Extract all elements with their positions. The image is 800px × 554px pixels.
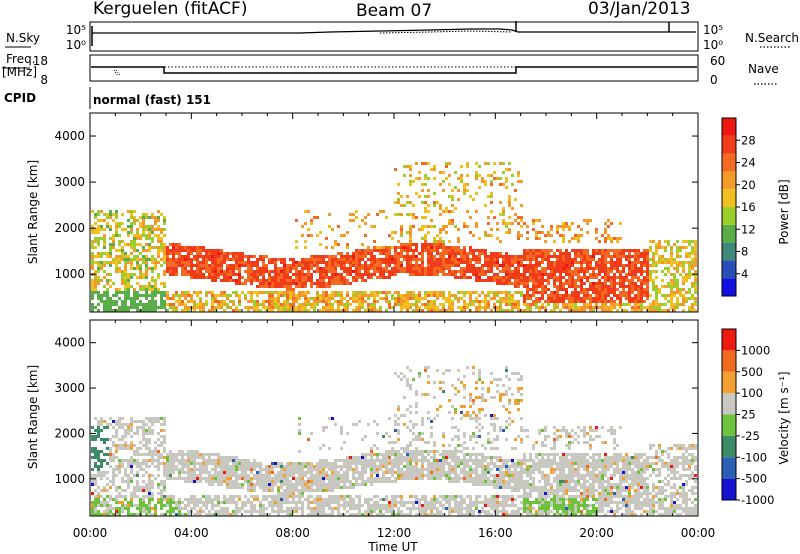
colorbar-tick-label: -100 xyxy=(741,450,767,464)
cpid-label: CPID xyxy=(4,91,36,105)
power-axes: 1000 2000 3000 4000 xyxy=(54,113,699,312)
noise-left-tick-bottom: 10⁰ xyxy=(66,38,86,52)
noise-right-label: N.Search xyxy=(745,31,799,45)
colorbar-tick-label: 100 xyxy=(741,386,763,400)
nave-label: Nave xyxy=(748,62,779,76)
power-colorbar: 4 8 12 16 20 24 28 Power [dB] xyxy=(721,117,791,297)
xtick-label: 16:00 xyxy=(478,526,513,540)
freq-label-1: Freq. xyxy=(6,52,36,66)
velocity-data xyxy=(91,366,697,516)
ytick-label: 2000 xyxy=(54,426,85,440)
ytick-label: 1000 xyxy=(54,267,85,281)
colorbar-segment xyxy=(722,189,736,207)
ytick-label: 4000 xyxy=(54,129,85,143)
colorbar-segment xyxy=(722,329,736,351)
colorbar-tick-label: 12 xyxy=(741,222,756,236)
colorbar-segment xyxy=(722,153,736,172)
freq-line xyxy=(91,66,697,74)
noise-search-line xyxy=(379,30,513,34)
xtick-label: 00:00 xyxy=(73,526,108,540)
colorbar-segment xyxy=(722,135,736,154)
colorbar-title: Velocity [m s⁻¹] xyxy=(777,371,791,464)
colorbar-tick-label: -500 xyxy=(741,472,767,486)
colorbar-tick-label: 500 xyxy=(741,365,763,379)
velocity-ylabel: Slant Range [km] xyxy=(26,365,40,469)
noise-sky-line xyxy=(92,28,696,34)
time-axis-title: Time UT xyxy=(367,540,418,554)
colorbar-tick-label: 1000 xyxy=(741,343,770,357)
colorbar-segment xyxy=(722,457,736,479)
colorbar-tick-label: 8 xyxy=(741,245,748,259)
colorbar-segment xyxy=(722,371,736,394)
power-ylabel: Slant Range [km] xyxy=(26,160,40,264)
colorbar-segment xyxy=(722,207,736,225)
colorbar-tick-label: 20 xyxy=(741,178,756,192)
colorbar-segment xyxy=(722,242,736,261)
cpid-value: normal (fast) 151 xyxy=(93,93,211,107)
colorbar-tick-label: 16 xyxy=(741,200,756,214)
xtick-label: 20:00 xyxy=(579,526,614,540)
colorbar-tick-label: -1000 xyxy=(741,493,774,507)
colorbar-segment xyxy=(722,118,736,136)
velocity-axes: 1000 2000 3000 4000 xyxy=(54,320,699,516)
xtick-label: 04:00 xyxy=(174,526,209,540)
ytick-label: 1000 xyxy=(54,472,85,486)
velocity-panel: 1000 2000 3000 4000 Slant Range [km] 1000 50… xyxy=(26,319,791,517)
colorbar-segment xyxy=(722,224,736,243)
colorbar-tick-label: 24 xyxy=(741,156,756,170)
colorbar-segment xyxy=(722,393,736,415)
colorbar-tick-label: 25 xyxy=(741,408,756,422)
ytick-label: 3000 xyxy=(54,175,85,189)
station-title: Kerguelen (fitACF) xyxy=(93,0,247,19)
time-axis-labels: 00:00 04:00 08:00 12:00 16:00 20:00 00:00 xyxy=(73,526,716,540)
noise-left-tick-top: 10⁵ xyxy=(66,23,86,37)
freq-left-tick-bottom: 8 xyxy=(40,73,48,87)
velocity-colorbar: 1000 500 100 25 -25 -100 -500 -1000 Velocity [m … xyxy=(721,328,791,507)
noise-left-label: N.Sky xyxy=(6,31,40,45)
freq-right-tick-top: 60 xyxy=(710,54,725,68)
colorbar-title: Power [dB] xyxy=(777,179,791,244)
freq-left-tick-top: 18 xyxy=(33,54,48,68)
nave-dropouts xyxy=(113,69,121,77)
xtick-label: 00:00 xyxy=(681,526,716,540)
colorbar-tick-label: -25 xyxy=(741,429,760,443)
freq-right-tick-bottom: 0 xyxy=(710,73,718,87)
colorbar-tick-label: 4 xyxy=(741,267,748,281)
power-data xyxy=(91,162,697,312)
ytick-label: 4000 xyxy=(54,336,85,350)
colorbar-segment xyxy=(722,414,736,436)
colorbar-segment xyxy=(722,350,736,372)
noise-panel: N.Sky 10⁵ 10⁰ 10⁵ 10⁰ N.Search xyxy=(5,21,799,52)
beam-title: Beam 07 xyxy=(356,1,432,21)
xtick-label: 12:00 xyxy=(377,526,412,540)
xtick-label: 08:00 xyxy=(275,526,310,540)
colorbar-segment xyxy=(722,478,736,500)
ytick-label: 3000 xyxy=(54,381,85,395)
colorbar-segment xyxy=(722,278,736,296)
ytick-label: 2000 xyxy=(54,221,85,235)
colorbar-segment xyxy=(722,260,736,279)
noise-right-tick-bottom: 10⁰ xyxy=(703,38,723,52)
power-panel: 1000 2000 3000 4000 Slant Range [km] 4 8 12 16… xyxy=(26,112,791,313)
colorbar-tick-label: 28 xyxy=(741,133,756,147)
noise-right-tick-top: 10⁵ xyxy=(703,23,723,37)
colorbar-segment xyxy=(722,435,736,458)
colorbar-segment xyxy=(722,171,736,190)
date-title: 03/Jan/2013 xyxy=(588,0,691,19)
freq-panel: Freq. [MHz] 18 8 60 0 Nave xyxy=(2,52,779,87)
